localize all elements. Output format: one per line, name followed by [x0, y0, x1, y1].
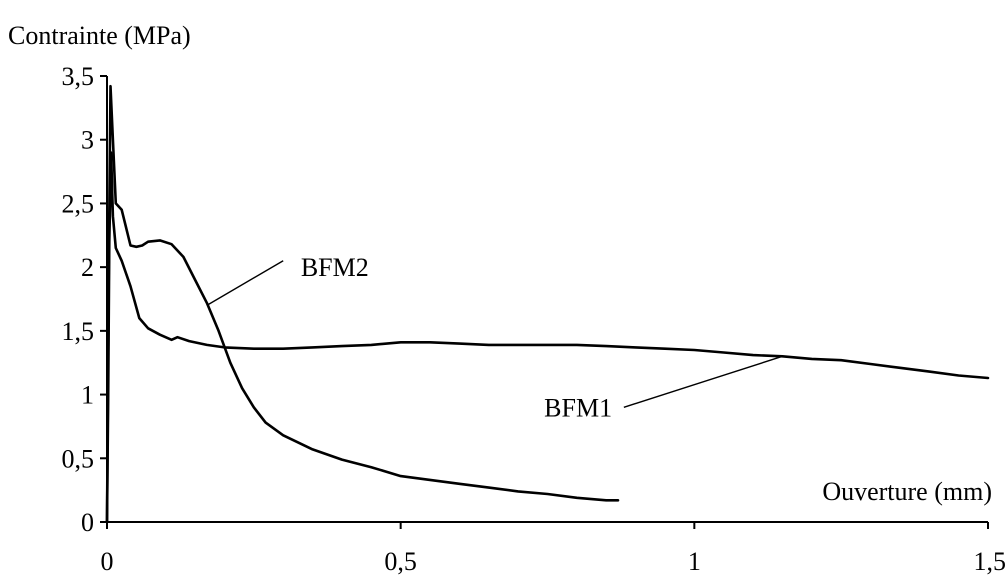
y-tick-label-0: 0	[81, 508, 94, 537]
y-tick-label-1-5: 1,5	[62, 317, 95, 346]
x-tick-label-0: 0	[101, 547, 114, 576]
x-tick-label-0-5: 0,5	[384, 547, 417, 576]
x-tick-label-1: 1	[688, 547, 701, 576]
y-tick-label-3-5: 3,5	[62, 62, 95, 91]
x-tick-label-1-5: 1,5	[974, 547, 1007, 576]
series-label-bfm2: BFM2	[301, 253, 369, 282]
callout-line-bfm1	[623, 355, 783, 408]
y-tick-label-1: 1	[81, 381, 94, 410]
series-layer	[105, 84, 990, 524]
x-ticks: 0 0,5 1 1,5	[101, 522, 1007, 576]
y-tick-label-3: 3	[81, 126, 94, 155]
y-tick-label-0-5: 0,5	[62, 444, 95, 473]
annotation-layer: BFM2 BFM1	[206, 253, 783, 422]
series-line-bfm2	[105, 84, 620, 524]
series-line-bfm1	[105, 151, 990, 524]
y-ticks: 0 0,5 1 1,5 2 2,5 3 3,5	[62, 62, 107, 537]
series-label-bfm1: BFM1	[544, 393, 612, 422]
y-tick-label-2: 2	[81, 253, 94, 282]
y-tick-label-2-5: 2,5	[62, 189, 95, 218]
y-axis-label: Contrainte (MPa)	[8, 21, 191, 50]
callout-line-bfm2	[206, 260, 284, 306]
x-axis-label: Ouverture (mm)	[822, 477, 992, 506]
